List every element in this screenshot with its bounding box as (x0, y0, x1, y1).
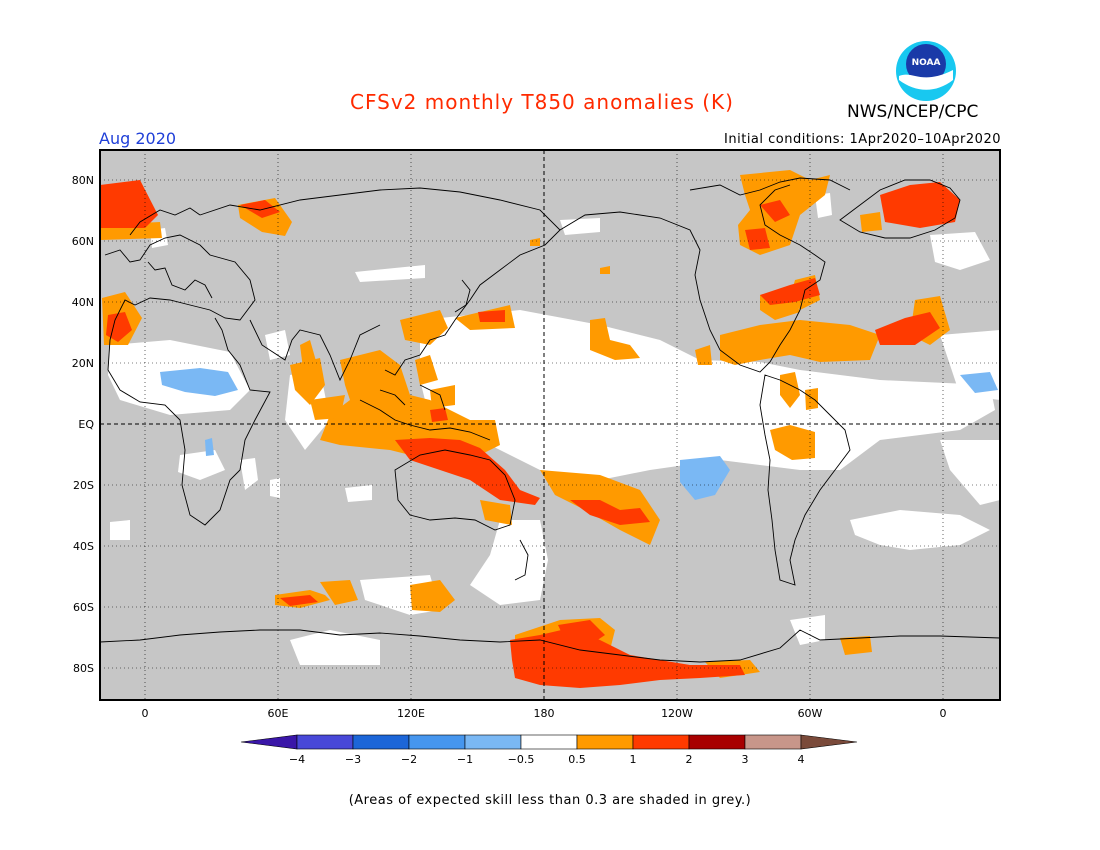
lon-label: 0 (940, 707, 947, 720)
colorbar-label: 3 (742, 753, 749, 766)
colorbar-label: 0.5 (568, 753, 586, 766)
colorbar-label: −1 (457, 753, 473, 766)
lat-label: 60S (73, 601, 94, 614)
agency-label: NWS/NCEP/CPC (847, 102, 979, 122)
lon-label: 0 (142, 707, 149, 720)
lon-label: 120E (397, 707, 425, 720)
lat-label: 40S (73, 540, 94, 553)
colorbar-swatches (240, 734, 858, 750)
colorbar-swatch (520, 734, 578, 750)
colorbar-swatch (744, 734, 802, 750)
lat-label: 80N (72, 174, 94, 187)
colorbar-label: 4 (798, 753, 805, 766)
colorbar-swatch (408, 734, 466, 750)
colorbar-label: −3 (345, 753, 361, 766)
lat-label: 20N (72, 357, 94, 370)
lon-label: 120W (661, 707, 693, 720)
negative-anomaly-regions (160, 368, 998, 500)
colorbar-swatch (688, 734, 746, 750)
noaa-logo-icon: NOAA (896, 41, 956, 101)
colorbar-swatch (464, 734, 522, 750)
lon-label: 60E (268, 707, 289, 720)
colorbar-label: −4 (289, 753, 305, 766)
red-regions (100, 180, 960, 688)
lon-label: 60W (798, 707, 823, 720)
initial-conditions: Initial conditions: 1Apr2020–10Apr2020 (724, 132, 1001, 147)
colorbar-swatch (576, 734, 634, 750)
map-border (99, 149, 1001, 701)
colorbar-swatch (296, 734, 354, 750)
coastlines (99, 177, 1001, 663)
equator-dateline (100, 150, 1000, 700)
colorbar-label: 2 (686, 753, 693, 766)
longitude-labels: 0 60E 120E 180 120W 60W 0 (142, 707, 947, 720)
skill-note: (Areas of expected skill less than 0.3 a… (348, 793, 752, 808)
colorbar-arrow-left (240, 734, 298, 750)
forecast-month: Aug 2020 (99, 129, 177, 148)
map-title: CFSv2 monthly T850 anomalies (K) (350, 90, 734, 114)
colorbar-swatch (352, 734, 410, 750)
colorbar-labels: −4 −3 −2 −1 −0.5 0.5 1 2 3 4 (289, 753, 805, 766)
colorbar-label: −2 (401, 753, 417, 766)
lat-label: EQ (78, 418, 94, 431)
colorbar-arrow-right (800, 734, 858, 750)
lon-label: 180 (534, 707, 555, 720)
lat-label: 20S (73, 479, 94, 492)
lat-label: 80S (73, 662, 94, 675)
colorbar-label: 1 (630, 753, 637, 766)
lat-label: 60N (72, 235, 94, 248)
colorbar-swatch (632, 734, 690, 750)
latitude-labels: 80N 60N 40N 20N EQ 20S 40S 60S 80S (72, 174, 95, 675)
lat-label: 40N (72, 296, 94, 309)
svg-text:NOAA: NOAA (912, 58, 941, 68)
colorbar-label: −0.5 (508, 753, 535, 766)
